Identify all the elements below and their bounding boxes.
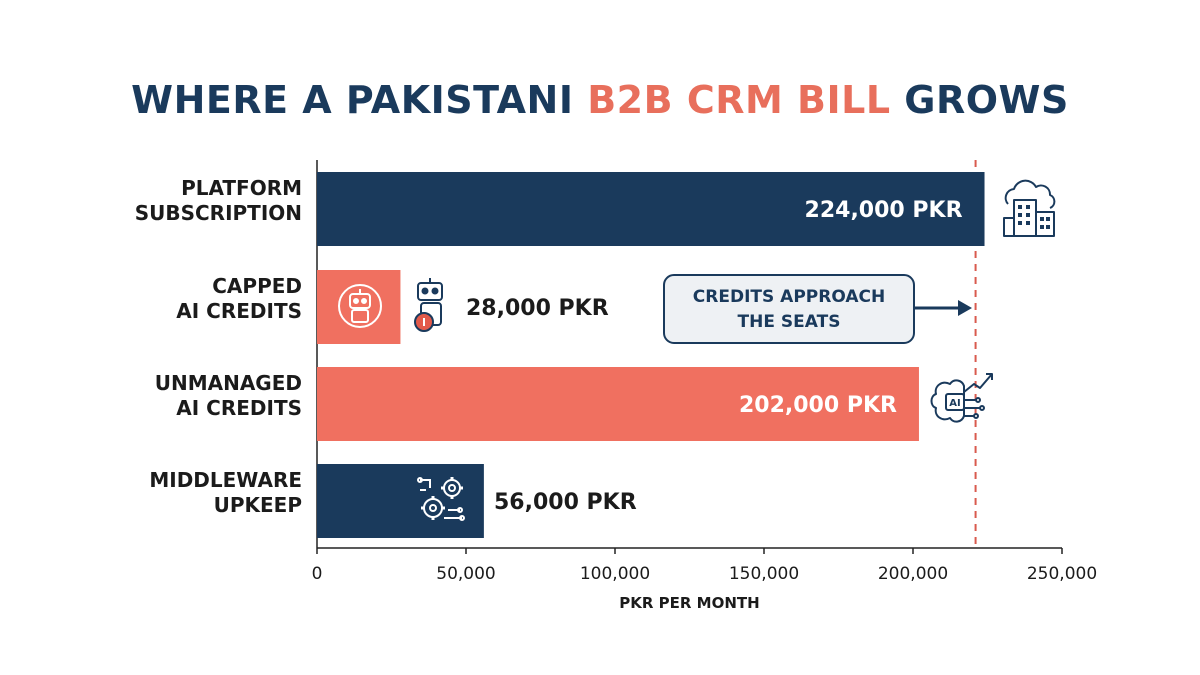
growth-arrowhead: [986, 373, 993, 380]
x-tick-label: 50,000: [436, 564, 495, 584]
x-tick-label: 200,000: [878, 564, 948, 584]
category-label: AI CREDITS: [176, 396, 302, 420]
circuit-node: [973, 413, 979, 419]
callout-text: THE SEATS: [738, 312, 841, 332]
callout-text: CREDITS APPROACH: [693, 287, 885, 307]
x-axis-title: PKR PER MONTH: [619, 594, 759, 612]
circuit-node: [979, 405, 985, 411]
circuit-node: [457, 507, 463, 513]
robot-badge: [338, 284, 382, 328]
title-part-3: GROWS: [890, 78, 1069, 122]
building-window: [1026, 213, 1030, 217]
building-window: [1018, 205, 1022, 209]
callout-box: [663, 274, 915, 344]
callout-arrowhead: [958, 300, 972, 316]
ai-chip-label: AI: [949, 398, 960, 409]
title-highlight: B2B CRM BILL: [587, 78, 891, 122]
gears-circuit-icon: [417, 477, 465, 521]
building-window: [1040, 217, 1044, 221]
robot-coin-icon: [414, 278, 443, 332]
growth-arrow: [963, 373, 993, 393]
category-label: CAPPED: [212, 274, 302, 298]
building-window: [1046, 225, 1050, 229]
category-label: SUBSCRIPTION: [135, 201, 302, 225]
cloud-shape: [1004, 179, 1056, 209]
robot-eye: [361, 298, 367, 304]
circuit-node: [417, 477, 423, 483]
gear-small-hub: [429, 504, 437, 512]
building-wing: [1035, 211, 1055, 237]
robot-eye: [353, 298, 359, 304]
building-window: [1018, 221, 1022, 225]
building-window: [1018, 213, 1022, 217]
x-tick-label: 250,000: [1027, 564, 1097, 584]
building-window: [1026, 205, 1030, 209]
robot-head: [417, 282, 443, 301]
ai-brain-growth-icon: AI: [930, 373, 993, 423]
circuit-node: [975, 397, 981, 403]
title-part-1: WHERE A PAKISTANI: [131, 78, 588, 122]
robot-eye: [421, 287, 429, 295]
x-tick-label: 0: [312, 564, 323, 584]
bar: [317, 172, 985, 246]
value-label: 28,000 PKR: [466, 296, 609, 321]
circuit-node: [459, 515, 465, 521]
building-tower: [1013, 199, 1037, 237]
building-annex: [1003, 217, 1015, 237]
value-label: 56,000 PKR: [494, 490, 637, 515]
credits-callout: CREDITS APPROACH THE SEATS: [663, 274, 972, 344]
bar: [317, 367, 919, 441]
category-label: UPKEEP: [214, 493, 302, 517]
robot-icon: [338, 284, 382, 328]
cloud-building-icon: [1003, 179, 1056, 237]
category-label: PLATFORM: [181, 176, 302, 200]
category-label: UNMANAGED: [155, 371, 302, 395]
circuit-traces: [964, 399, 980, 417]
chart-title: WHERE A PAKISTANI B2B CRM BILL GROWS: [0, 78, 1200, 122]
category-label: AI CREDITS: [176, 299, 302, 323]
x-tick-label: 150,000: [729, 564, 799, 584]
value-label: 202,000 PKR: [739, 393, 897, 418]
robot-body: [351, 309, 369, 323]
circuit-traces: [420, 479, 462, 519]
building-window: [1040, 225, 1044, 229]
robot-head: [349, 293, 371, 309]
bar: [317, 464, 484, 538]
building-window: [1046, 217, 1050, 221]
ai-chip: [945, 393, 965, 411]
category-label: MIDDLEWARE: [149, 468, 302, 492]
building-window: [1026, 221, 1030, 225]
value-label: 224,000 PKR: [805, 198, 963, 223]
brain-outline: [930, 379, 965, 423]
gear-large-hub: [448, 484, 456, 492]
robot-eye: [431, 287, 439, 295]
x-tick-label: 100,000: [580, 564, 650, 584]
